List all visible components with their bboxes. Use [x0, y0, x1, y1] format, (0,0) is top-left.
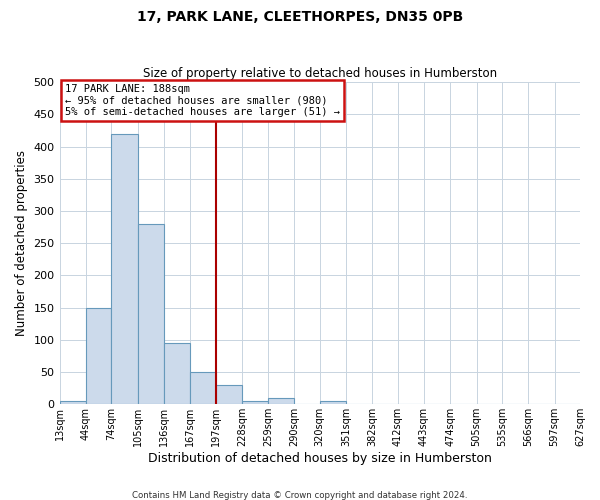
Bar: [268, 398, 295, 404]
Bar: [190, 372, 215, 404]
Bar: [111, 134, 137, 404]
Bar: [215, 385, 242, 404]
Bar: [86, 308, 111, 404]
Bar: [59, 401, 86, 404]
Bar: [137, 224, 164, 404]
Text: 17 PARK LANE: 188sqm
← 95% of detached houses are smaller (980)
5% of semi-detac: 17 PARK LANE: 188sqm ← 95% of detached h…: [65, 84, 340, 117]
Bar: [320, 401, 346, 404]
X-axis label: Distribution of detached houses by size in Humberston: Distribution of detached houses by size …: [148, 452, 492, 465]
Bar: [164, 343, 190, 404]
Y-axis label: Number of detached properties: Number of detached properties: [15, 150, 28, 336]
Title: Size of property relative to detached houses in Humberston: Size of property relative to detached ho…: [143, 66, 497, 80]
Text: 17, PARK LANE, CLEETHORPES, DN35 0PB: 17, PARK LANE, CLEETHORPES, DN35 0PB: [137, 10, 463, 24]
Text: Contains HM Land Registry data © Crown copyright and database right 2024.: Contains HM Land Registry data © Crown c…: [132, 490, 468, 500]
Bar: [242, 401, 268, 404]
